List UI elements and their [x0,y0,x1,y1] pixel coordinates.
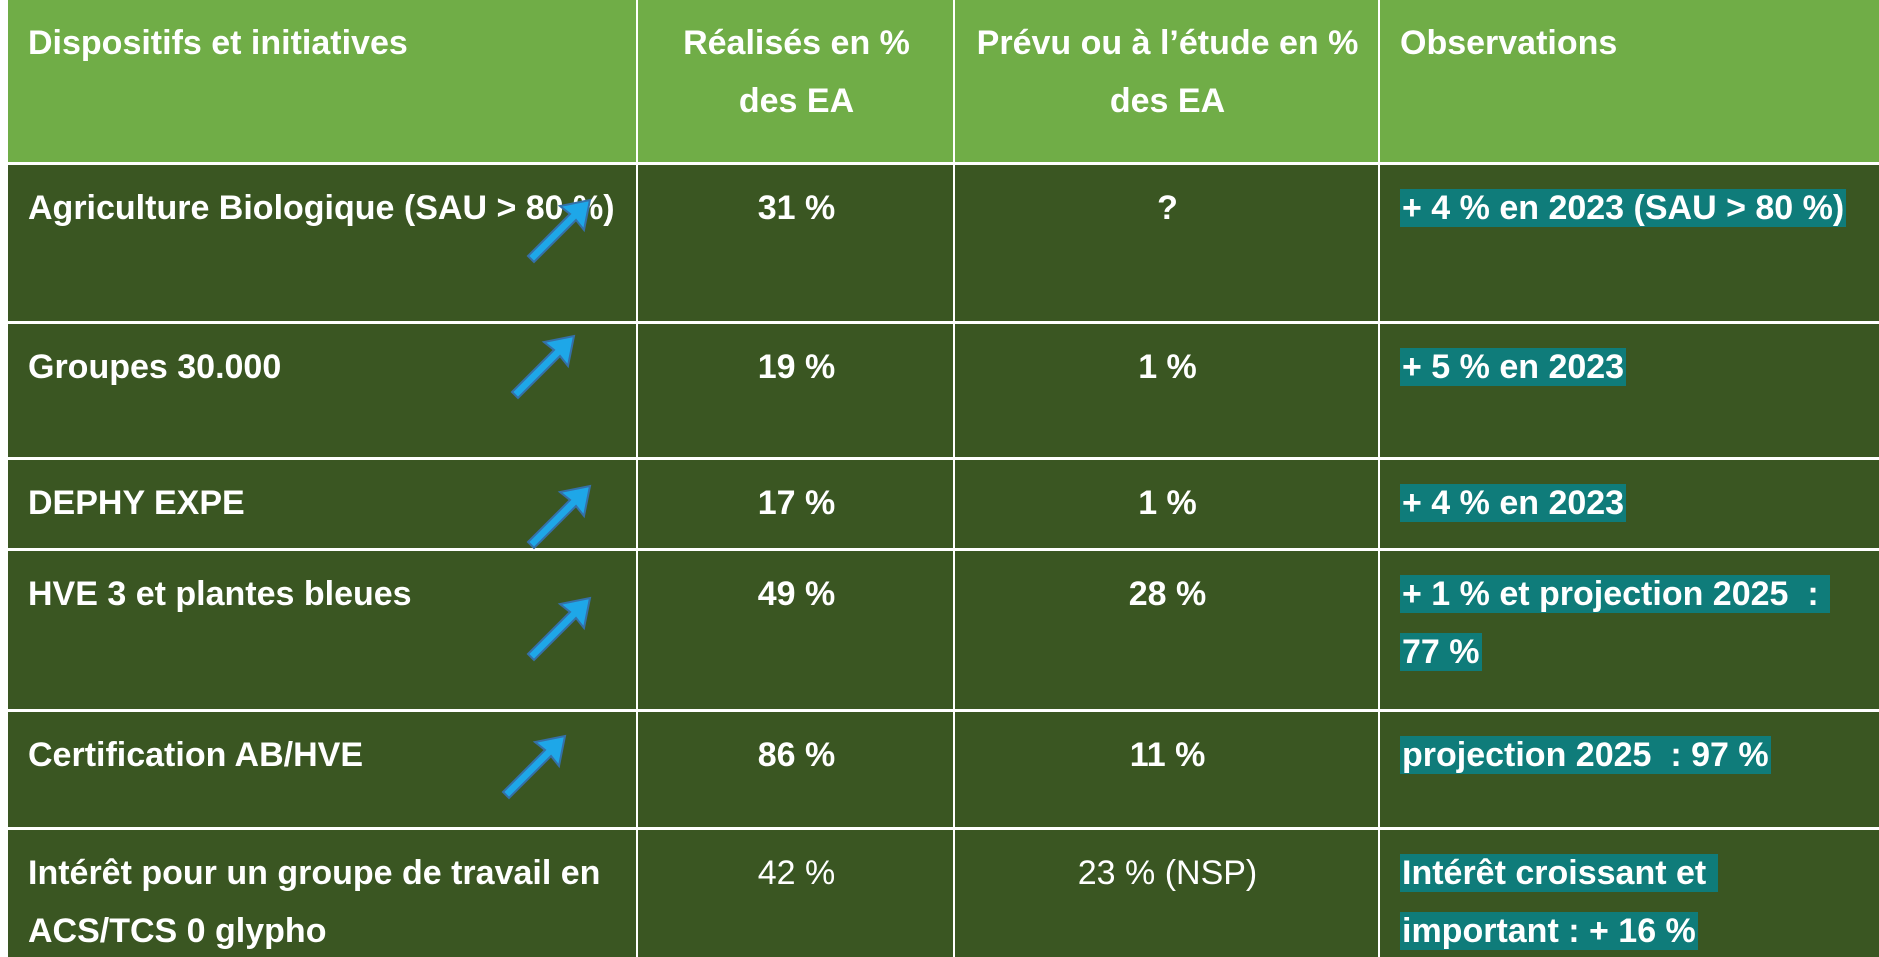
value-cell: 86 % [638,712,953,827]
observation-text: + 1 % et projection 2025 : 77 % [1400,575,1831,671]
up-arrow-icon [526,484,592,550]
value-cell: 17 % [638,460,953,548]
value-cell: 23 % (NSP) [955,830,1378,957]
row-label: DEPHY EXPE [8,460,636,548]
header-cell: Observations [1380,0,1879,162]
observation-text: projection 2025 : 97 % [1400,736,1771,774]
table: Dispositifs et initiatives Réalisés en % … [8,0,1879,957]
value-cell: 19 % [638,324,953,457]
value-cell: ? [955,165,1378,321]
observation-cell: Intérêt croissant et important : + 16 % [1380,830,1879,957]
up-arrow-icon [526,596,592,662]
up-arrow-icon [501,734,567,800]
value-cell: 31 % [638,165,953,321]
value-cell: 49 % [638,551,953,709]
value-cell: 1 % [955,460,1378,548]
row-label: Agriculture Biologique (SAU > 80 %) [8,165,636,321]
value-cell: 28 % [955,551,1378,709]
up-arrow-icon [510,334,576,400]
observation-text: + 4 % en 2023 (SAU > 80 %) [1400,189,1847,227]
up-arrow-icon [526,198,592,264]
value-cell: 11 % [955,712,1378,827]
observation-text: + 4 % en 2023 [1400,484,1627,522]
observation-cell: + 5 % en 2023 [1380,324,1879,457]
header-cell: Réalisés en % des EA [638,0,953,162]
slide: Dispositifs et initiatives Réalisés en % … [8,0,1879,957]
observation-text: + 5 % en 2023 [1400,348,1627,386]
observation-cell: + 4 % en 2023 (SAU > 80 %) [1380,165,1879,321]
row-label: HVE 3 et plantes bleues [8,551,636,709]
observation-cell: + 4 % en 2023 [1380,460,1879,548]
header-cell: Prévu ou à l’étude en % des EA [955,0,1378,162]
value-cell: 42 % [638,830,953,957]
value-cell: 1 % [955,324,1378,457]
row-label: Groupes 30.000 [8,324,636,457]
observation-cell: projection 2025 : 97 % [1380,712,1879,827]
observation-cell: + 1 % et projection 2025 : 77 % [1380,551,1879,709]
row-label: Intérêt pour un groupe de travail en ACS… [8,830,636,957]
observation-text: Intérêt croissant et important : + 16 % [1400,854,1718,950]
header-cell: Dispositifs et initiatives [8,0,636,162]
